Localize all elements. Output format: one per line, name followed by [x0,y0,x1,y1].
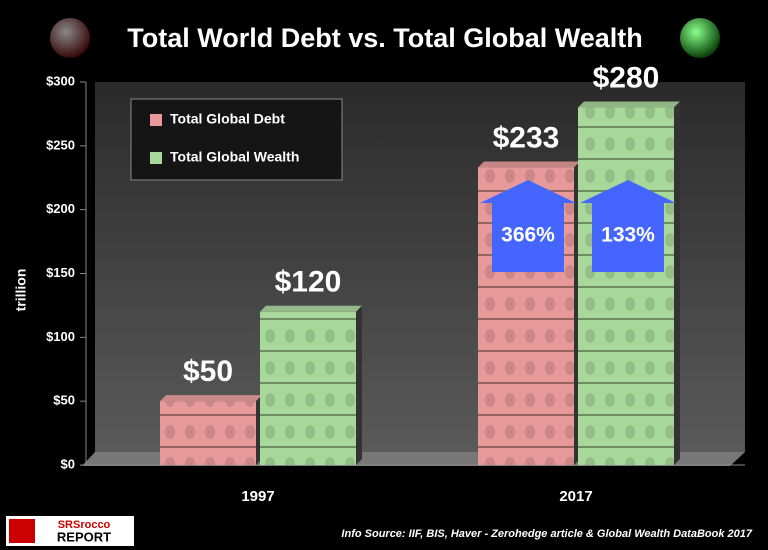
source: Info Source: IIF, BIS, Haver - Zerohedge… [341,528,752,540]
chart-title: Total World Debt vs. Total Global Wealth [127,23,643,53]
bar-texture [160,401,256,465]
logo-text: SRSrocco [58,519,111,531]
y-tick-label: $50 [53,393,75,408]
annotation: 366% [501,224,555,247]
y-tick-label: $250 [46,137,75,152]
y-tick-label: $300 [46,73,75,88]
bar-top [478,161,580,168]
x-tick-label: 2017 [559,488,592,505]
y-tick-label: $100 [46,329,75,344]
plot: $0 $50 $100 $150 $200 $250 $300 1997 2017 $50 $233… [46,61,745,505]
annotation: 133% [601,224,655,247]
y-tick-label: $0 [61,456,75,471]
value-label: $280 [593,61,660,94]
bar-top [160,395,262,402]
x-tick-label: 1997 [241,488,274,505]
y-tick-label: $200 [46,201,75,216]
legend-swatch [150,114,162,126]
y-tick-label: $150 [46,265,75,280]
legend-box [130,98,343,181]
arrow [480,180,576,272]
bar-top [578,101,680,108]
y-axis-label: trillion [13,269,29,312]
value-label: $233 [493,121,560,154]
globe-icon [680,18,720,58]
globe-icon [50,18,90,58]
bar-top [260,305,362,312]
bar-side [674,101,680,466]
value-label: $50 [183,355,233,388]
bar-side [356,305,362,465]
bar-texture [578,107,674,466]
legend-label: Total Global Debt [170,111,285,127]
arrow [580,180,676,272]
bar-texture [260,311,356,465]
value-label: $120 [275,266,342,299]
logo-mark [9,519,35,543]
legend-swatch [150,152,162,164]
logo-text: REPORT [57,529,111,544]
legend: Total Global Debt Total Global Wealth [130,98,343,181]
legend-label: Total Global Wealth [170,149,299,165]
